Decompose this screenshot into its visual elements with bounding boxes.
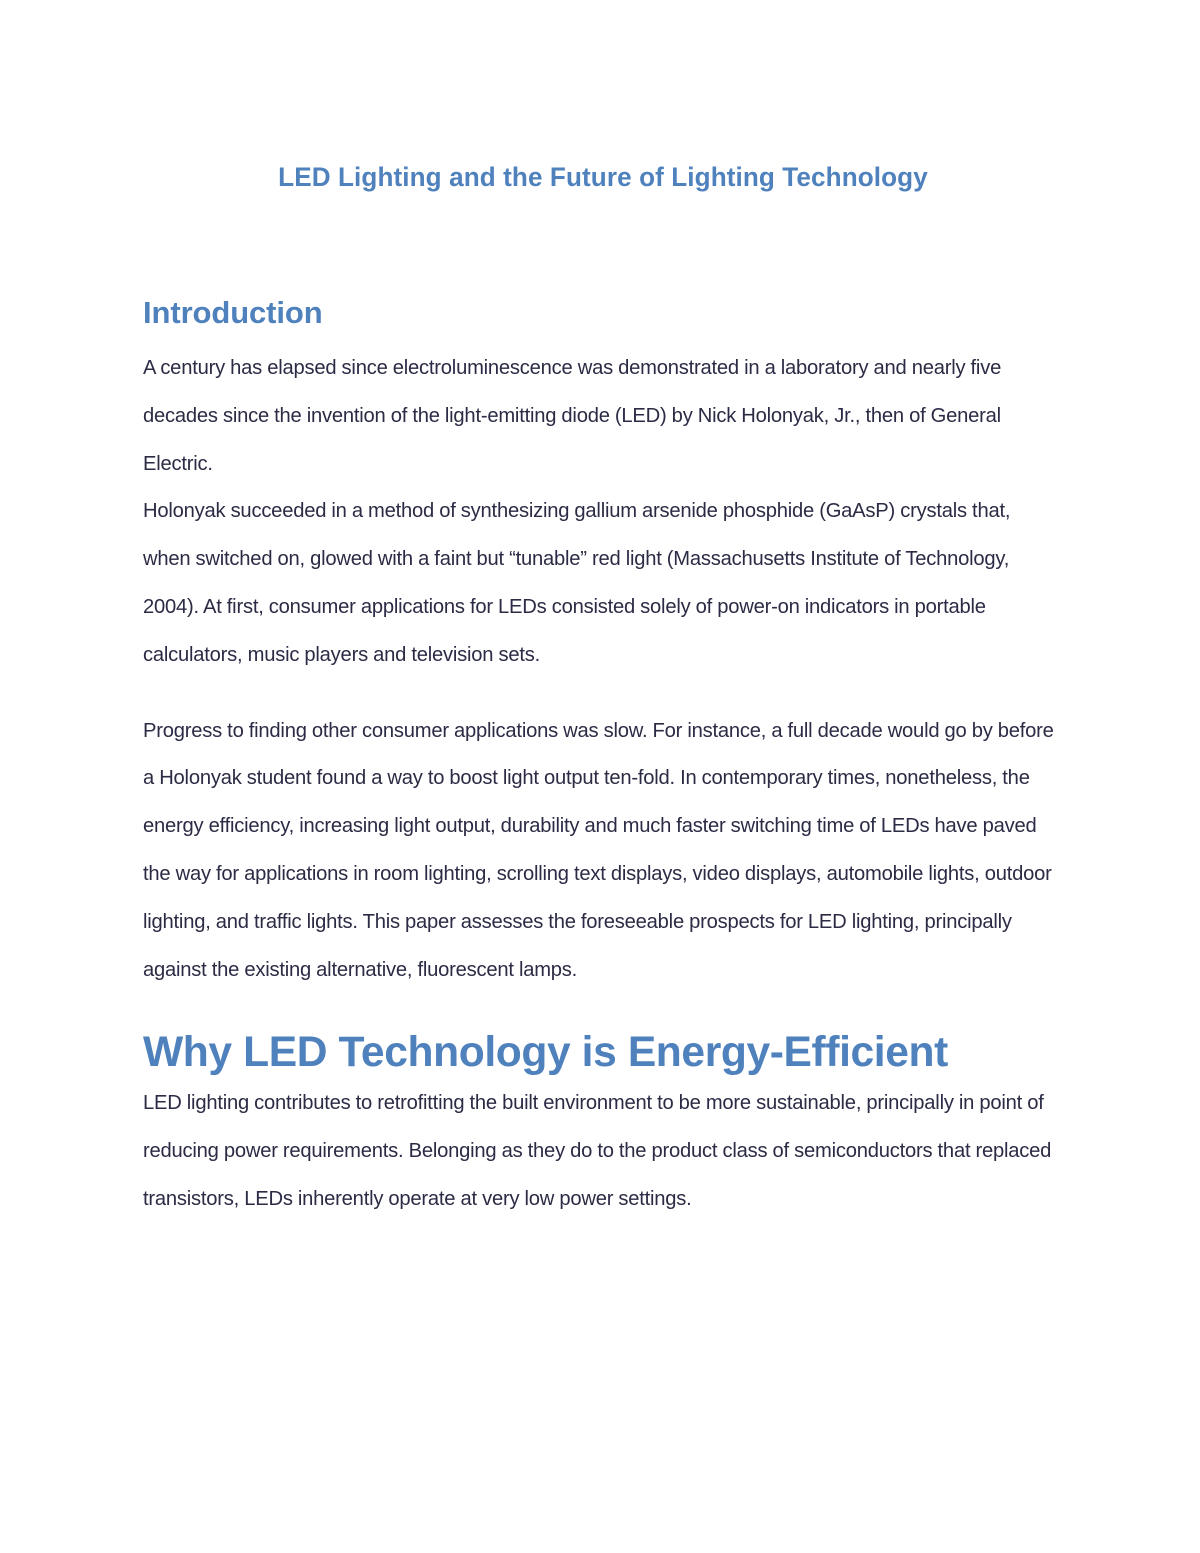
spacer-between-paragraphs (143, 680, 1063, 708)
spacer-after-title (143, 194, 1063, 211)
section-heading-introduction: Introduction (143, 295, 323, 330)
paragraph-intro-1: A century has elapsed since electrolumin… (143, 357, 1002, 475)
section-heading-why-led-technology: Why LED Technology is Energy-Efficient (143, 1028, 948, 1077)
spacer-after-introduction-heading (143, 331, 1063, 345)
paragraph-why-led-1: LED lighting contributes to retrofitting… (143, 1092, 1052, 1210)
paragraph-intro-3: Progress to finding other consumer appli… (143, 719, 1054, 981)
document-title: LED Lighting and the Future of Lighting … (278, 162, 928, 192)
document-content: LED Lighting and the Future of Lighting … (143, 0, 1063, 1224)
paragraph-intro-2: Holonyak succeeded in a method of synthe… (143, 500, 1011, 666)
